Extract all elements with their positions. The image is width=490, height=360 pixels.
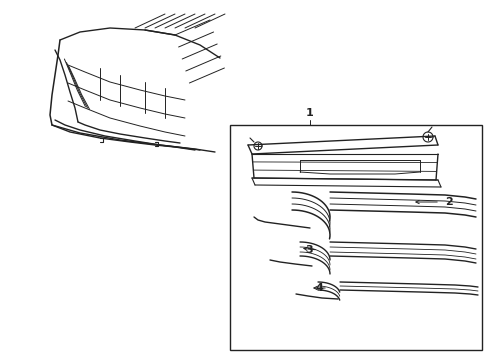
Bar (230, 125, 482, 350)
Text: 2: 2 (445, 197, 453, 207)
Text: 4: 4 (315, 283, 323, 293)
Text: 1: 1 (306, 108, 314, 118)
Text: 3: 3 (305, 245, 313, 255)
